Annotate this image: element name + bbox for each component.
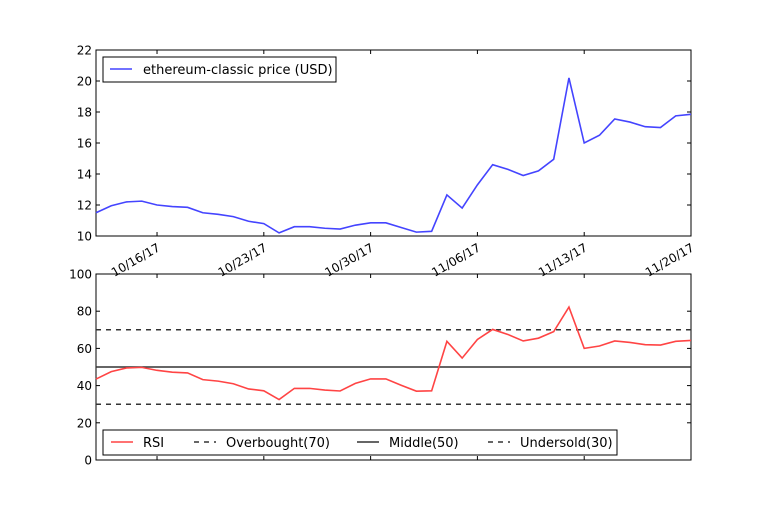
rsi-legend-label: RSI [143, 436, 164, 451]
rsi-y-tick-label: 60 [77, 342, 92, 356]
rsi-chart-panel: 0 20 40 60 80 100 RSI Overbought(70) Middle(50) U… [69, 268, 692, 468]
price-y-tick-label: 14 [77, 168, 92, 182]
rsi-legend-label: Overbought(70) [226, 436, 330, 451]
rsi-y-tick-label: 40 [77, 379, 92, 393]
price-legend-label: ethereum-classic price (USD) [143, 63, 333, 78]
rsi-y-tick-label: 80 [77, 305, 92, 319]
price-y-tick-label: 10 [77, 230, 92, 244]
price-y-tick-label: 16 [77, 137, 92, 151]
rsi-legend-label: Undersold(30) [520, 436, 613, 451]
rsi-series-line [95, 305, 692, 401]
rsi-y-tick-label: 20 [77, 416, 92, 430]
rsi-y-tick-label: 100 [69, 268, 92, 282]
price-legend-box [102, 56, 337, 83]
price-y-tick-label: 12 [77, 199, 92, 213]
rsi-legend-label: Middle(50) [389, 436, 459, 451]
price-series-line [95, 77, 692, 234]
rsi-legend: RSI Overbought(70) Middle(50) Undersold(30) [102, 429, 618, 456]
rsi-y-tick-label: 0 [84, 454, 92, 468]
price-y-tick-label: 18 [77, 106, 92, 120]
price-y-tick-label: 22 [77, 44, 92, 58]
price-y-tick-label: 20 [77, 75, 92, 89]
price-legend: ethereum-classic price (USD) [102, 56, 337, 83]
